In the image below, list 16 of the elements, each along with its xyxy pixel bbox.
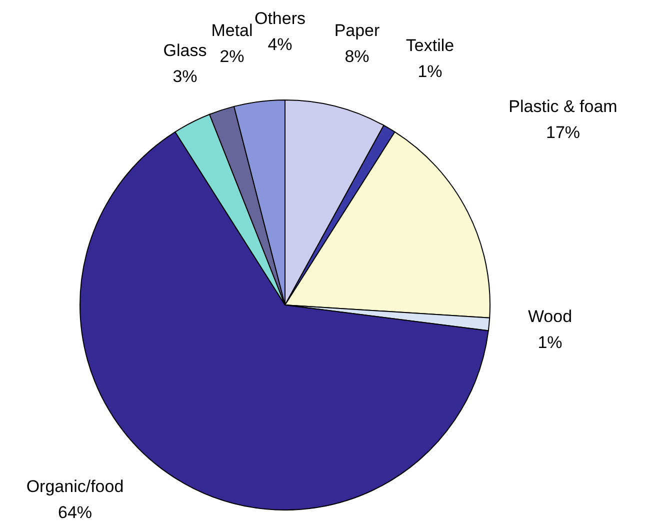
data-label: 4% [268, 35, 292, 54]
data-label: 1% [538, 333, 562, 352]
data-label: 17% [546, 123, 580, 142]
slice-label: Paper [334, 21, 380, 40]
data-label: 64% [58, 503, 92, 522]
slice-label: Wood [528, 307, 572, 326]
slice-label: Plastic & foam [508, 97, 618, 116]
slice-label: Others [254, 9, 306, 28]
slice-label: Glass [163, 41, 207, 60]
slice-label: Metal [211, 21, 253, 40]
data-label: 1% [418, 62, 442, 81]
data-label: 2% [220, 47, 244, 66]
slice-label: Organic/food [26, 477, 124, 496]
data-label: 8% [344, 47, 370, 66]
slice-label: Textile [406, 36, 454, 55]
data-label: 3% [172, 67, 198, 86]
